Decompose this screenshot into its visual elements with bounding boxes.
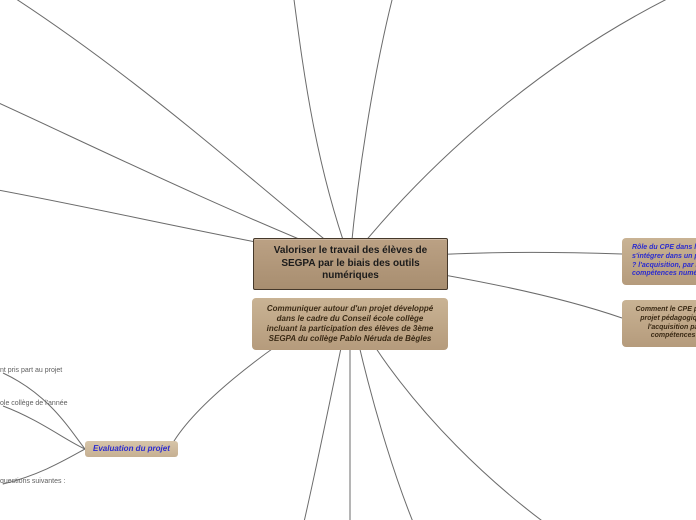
evaluation-node[interactable]: Evaluation du projet bbox=[85, 441, 178, 457]
edge bbox=[290, 0, 350, 260]
edge bbox=[350, 0, 400, 260]
plain-text-1: nt pris part au projet bbox=[0, 367, 62, 376]
plain-text-3: questions suivantes : bbox=[0, 478, 65, 487]
edge bbox=[350, 0, 696, 260]
root-node[interactable]: Valoriser le travail des élèves de SEGPA… bbox=[253, 238, 448, 290]
plain-text-2: ole collège de l'année bbox=[0, 400, 68, 409]
edge bbox=[3, 406, 85, 449]
subtitle-node[interactable]: Communiquer autour d'un projet développé… bbox=[252, 298, 448, 350]
cpe-role-node[interactable]: Rôle du CPE dans le projet : comment s'i… bbox=[622, 238, 696, 285]
edge bbox=[0, 0, 350, 260]
cpe-how-node[interactable]: Comment le CPE peut-il s'intégrer au pro… bbox=[622, 300, 696, 347]
mindmap-canvas: { "canvas": { "width": 696, "height": 52… bbox=[0, 0, 696, 520]
